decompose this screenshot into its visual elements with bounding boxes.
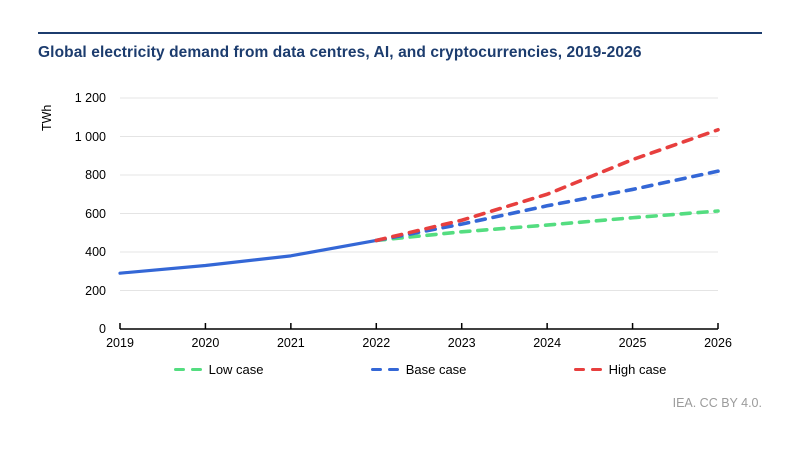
x-tick-label: 2026 (704, 336, 732, 350)
legend-item-base-case: Base case (370, 362, 467, 377)
series-line-high-case (374, 127, 720, 243)
legend-dash-swatch (573, 367, 602, 372)
y-tick-label: 400 (85, 245, 106, 259)
x-tick-label: 2024 (533, 336, 562, 350)
y-tick-label: 1 200 (74, 91, 106, 105)
x-tick-label: 2021 (276, 336, 305, 350)
legend-label: Base case (405, 362, 467, 377)
x-tick-label: 2020 (191, 336, 220, 350)
title-divider (38, 32, 762, 34)
chart-legend: Low case Base case High case (120, 362, 720, 377)
series-line-historical (118, 238, 378, 275)
dash-icon (590, 367, 602, 372)
legend-dash-swatch (370, 367, 399, 372)
y-tick-label: 200 (85, 283, 106, 298)
legend-item-low-case: Low case (173, 362, 264, 377)
y-tick-label: 600 (85, 206, 106, 221)
legend-dash-swatch (173, 367, 202, 372)
legend-item-high-case: High case (573, 362, 667, 377)
dash-icon (370, 367, 382, 372)
legend-label: High case (608, 362, 667, 377)
legend-label: Low case (208, 362, 264, 377)
dash-icon (573, 367, 585, 372)
x-tick-label: 2025 (618, 336, 647, 350)
series-line-base-case (374, 169, 720, 243)
chart-title: Global electricity demand from data cent… (38, 44, 642, 61)
dash-icon (190, 367, 202, 372)
x-tick-label: 2022 (362, 336, 391, 350)
dash-icon (173, 367, 185, 372)
y-tick-label: 1 000 (74, 129, 106, 144)
y-tick-label: 800 (85, 168, 106, 182)
y-tick-label: 0 (99, 322, 106, 336)
dash-icon (387, 367, 399, 372)
license-credit: IEA. CC BY 4.0. (672, 396, 762, 410)
series-line-low-case (374, 209, 720, 243)
x-tick-label: 2023 (447, 336, 476, 350)
x-tick-label: 2019 (106, 336, 134, 350)
